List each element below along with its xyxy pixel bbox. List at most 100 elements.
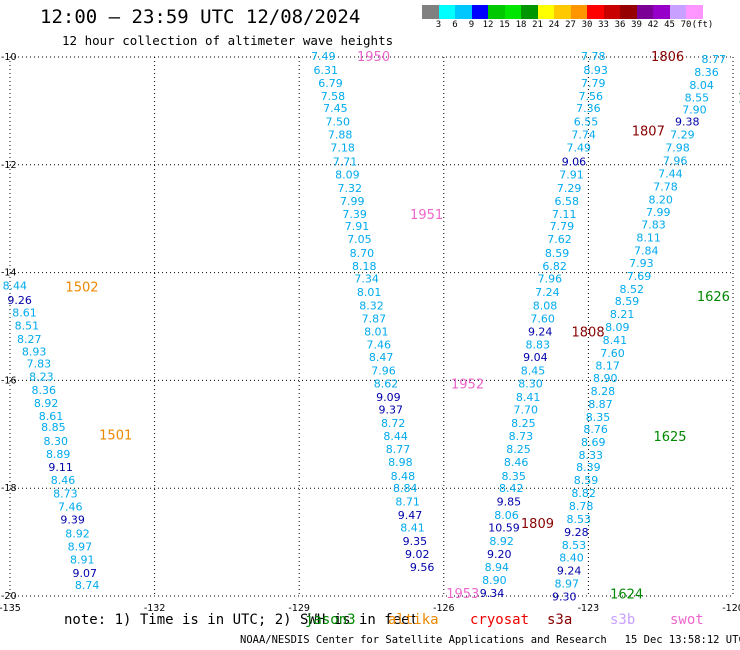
color-scale-label: 30 <box>581 20 593 30</box>
wave-height-value: 8.55 <box>685 91 710 104</box>
satellite-legend-item: s3a <box>547 612 573 628</box>
wave-height-value: 9.20 <box>487 548 512 561</box>
color-swatch <box>603 5 620 19</box>
wave-height-value: 8.09 <box>605 321 630 334</box>
pass-time-label: 1502 <box>65 281 98 296</box>
wave-height-value: 8.04 <box>689 79 714 92</box>
wave-height-value: 7.60 <box>530 312 555 325</box>
color-swatch <box>587 5 604 19</box>
footnote: note: 1) Time is in UTC; 2) SWH is in fe… <box>64 612 419 628</box>
wave-height-value: 8.70 <box>350 247 375 260</box>
color-swatch <box>537 5 554 19</box>
wave-height-value: 7.50 <box>326 116 351 129</box>
wave-height-value: 7.96 <box>371 365 396 378</box>
wave-height-value: 7.99 <box>340 195 365 208</box>
wave-height-value: 7.78 <box>581 50 606 63</box>
wave-height-value: 8.11 <box>636 232 661 245</box>
color-scale-label: 15 <box>499 20 510 30</box>
wave-height-value: 8.23 <box>29 371 54 384</box>
wave-height-value: 8.18 <box>352 260 377 273</box>
wave-height-value: 7.46 <box>58 501 83 514</box>
wave-height-value: 9.39 <box>60 513 85 526</box>
wave-height-value: 8.61 <box>12 306 37 319</box>
wave-height-value: 8.85 <box>41 421 66 434</box>
wave-height-value: 6.55 <box>574 116 599 129</box>
color-scale-label: 27 <box>565 20 576 30</box>
wave-height-value: 8.25 <box>506 443 531 456</box>
color-scale-label: 21 <box>532 20 543 30</box>
pass-time-label: 1950 <box>357 50 390 65</box>
wave-height-value: 8.90 <box>593 372 618 385</box>
pass-time-label: 1806 <box>651 50 684 65</box>
wave-height-value: 8.62 <box>374 378 399 391</box>
wave-height-value: 9.24 <box>528 325 553 338</box>
wave-height-value: 9.04 <box>523 351 548 364</box>
wave-height-value: 9.07 <box>72 567 97 580</box>
wave-height-value: 7.96 <box>538 273 563 286</box>
wave-height-value: 7.45 <box>323 102 348 115</box>
color-swatch <box>636 5 653 19</box>
wave-height-value: 7.96 <box>663 154 688 167</box>
wave-height-value: 8.59 <box>615 295 640 308</box>
wave-height-value: 7.83 <box>27 358 52 371</box>
pass-time-label: 1808 <box>572 325 605 340</box>
color-swatch <box>653 5 670 19</box>
wave-height-value: 9.35 <box>403 535 428 548</box>
wave-height-value: 8.82 <box>571 487 596 500</box>
wave-height-value: 7.62 <box>547 233 572 246</box>
color-swatch <box>554 5 571 19</box>
wave-height-value: 9.26 <box>7 294 32 307</box>
wave-height-value: 9.38 <box>675 116 700 129</box>
wave-height-value: 7.18 <box>330 142 355 155</box>
wave-height-value: 7.24 <box>535 286 560 299</box>
lat-tick-label: -20 <box>1 591 17 602</box>
wave-height-value: 9.85 <box>497 496 522 509</box>
wave-height-value: 8.25 <box>511 417 536 430</box>
wave-height-value: 8.78 <box>569 500 594 513</box>
wave-height-value: 8.06 <box>494 509 519 522</box>
wave-height-value: 8.32 <box>359 299 384 312</box>
wave-height-value: 8.53 <box>567 513 592 526</box>
wave-height-value: 8.44 <box>3 280 28 293</box>
pass-time-label: 1626 <box>697 290 730 305</box>
lon-tick-label: -126 <box>433 603 455 614</box>
wave-height-value: 7.79 <box>581 77 606 90</box>
color-swatch <box>686 5 703 19</box>
wave-height-value: 7.91 <box>559 169 584 182</box>
wave-height-value: 8.51 <box>15 319 40 332</box>
color-swatch <box>471 5 488 19</box>
wave-height-value: 7.79 <box>550 220 575 233</box>
wave-height-value: 8.46 <box>51 474 76 487</box>
wave-height-value: 8.76 <box>583 423 608 436</box>
color-scale-label: 18 <box>515 20 527 30</box>
wave-height-value: 8.35 <box>501 470 526 483</box>
wave-height-value: 7.93 <box>629 257 654 270</box>
lon-tick-label: -129 <box>288 603 310 614</box>
wave-height-value: 9.47 <box>398 509 423 522</box>
lat-tick-label: -10 <box>1 52 17 63</box>
lon-tick-label: -120 <box>722 603 740 614</box>
color-scale-labels: 3 6 9 12 15 18 21 24 27 30 33 36 39 42 45 70 (ft) <box>422 20 740 34</box>
wave-height-value: 8.72 <box>381 417 406 430</box>
wave-height-value: 8.69 <box>581 436 606 449</box>
wave-height-value: 9.30 <box>552 591 577 604</box>
color-swatch <box>570 5 587 19</box>
wave-height-value: 8.35 <box>586 411 611 424</box>
wave-height-value: 7.05 <box>347 233 372 246</box>
pass-time-label: 1625 <box>653 430 686 445</box>
wave-height-value: 7.83 <box>641 219 666 232</box>
chart-subtitle: 12 hour collection of altimeter wave hei… <box>62 33 394 48</box>
lat-tick-label: -14 <box>1 268 17 279</box>
wave-height-value: 7.91 <box>345 220 370 233</box>
lat-tick-label: -16 <box>1 375 17 386</box>
wave-height-value: 8.30 <box>518 378 543 391</box>
wave-height-value: 7.29 <box>670 129 695 142</box>
chart-title: 12:00 — 23:59 UTC 12/08/2024 <box>40 6 361 28</box>
wave-height-value: 8.52 <box>620 283 645 296</box>
wave-height-value: 8.45 <box>521 365 546 378</box>
wave-height-value: 8.61 <box>39 410 64 423</box>
pass-time-label: 1953 <box>446 587 479 602</box>
wave-height-value: 9.02 <box>405 548 430 561</box>
pass-time-label: 1809 <box>521 517 554 532</box>
wave-height-value: 8.09 <box>335 169 360 182</box>
